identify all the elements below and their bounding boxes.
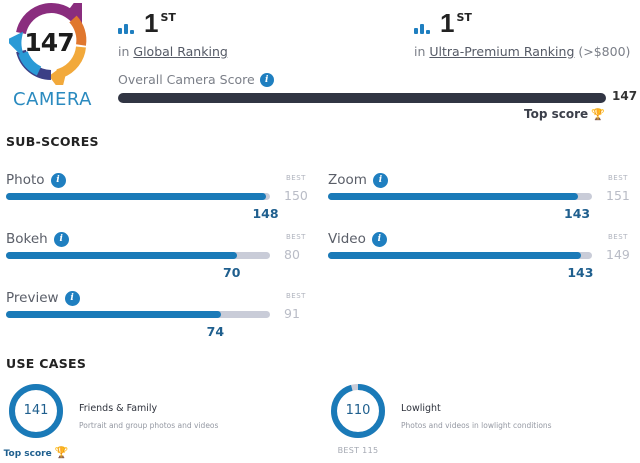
use-case-friends-family[interactable]: 141 Friends & Family Portrait and group … [0,383,300,463]
subscore-track [328,193,592,200]
overall-score-label: Overall Camera Score i [118,72,274,87]
global-ranking: 1 ST in Global Ranking [118,8,228,59]
subscore-name: Zoom [328,172,367,188]
rank-prefix: in [118,44,130,59]
subscore-track [6,311,270,318]
rank-position: 1 [440,8,455,38]
best-value: 91 [284,306,300,321]
best-label: BEST [608,233,628,241]
ultra-premium-ranking: 1 ST in Ultra-Premium Ranking (>$800) [414,8,630,59]
subscore-track [6,193,270,200]
subscore-fill [6,311,221,318]
info-icon[interactable]: i [50,172,66,188]
bar-chart-icon [118,22,136,34]
rank-prefix: in [414,44,426,59]
subscore-label: Video i [328,231,387,247]
subscore-name: Photo [6,172,45,188]
score-ring [331,384,385,438]
subscore-fill [328,193,578,200]
use-cases-title: USE CASES [6,356,87,371]
subscore-label: Zoom i [328,172,388,188]
rank-position: 1 [144,8,159,38]
trophy-icon: 🏆 [591,108,605,121]
best-label: BEST [286,292,306,300]
subscore-preview: Preview i BEST 91 74 [6,290,306,350]
top-score-label: Top score [524,107,589,121]
best-label: BEST [286,174,306,182]
subscore-video: Video i BEST 149 143 [328,231,630,291]
subscore-label: Bokeh i [6,231,69,247]
use-case-score: 110 [345,403,371,418]
subscore-bokeh: Bokeh i BEST 80 70 [6,231,306,291]
best-value: 150 [284,188,308,203]
use-case-title: Lowlight [401,403,441,414]
info-icon[interactable]: i [371,231,387,247]
subscore-fill [6,252,237,259]
price-range: (>$800) [578,44,631,59]
subscore-name: Preview [6,290,59,306]
subscore-label: Photo i [6,172,66,188]
overall-score-value: 147 [612,89,638,103]
use-case-lowlight[interactable]: 110 Lowlight Photos and videos in lowlig… [322,383,622,463]
best-score-label: BEST 115 [337,446,379,455]
subscore-fill [6,193,267,200]
score-ring-fill [9,384,63,438]
logo-label: CAMERA [13,89,92,110]
best-label: BEST [608,174,628,182]
top-score-badge: Top score 🏆 [0,446,72,459]
overall-score-title: Overall Camera Score [118,72,255,87]
subscores-title: SUB-SCORES [6,134,99,149]
logo-score: 147 [24,28,74,57]
top-score-badge: Top score 🏆 [524,107,605,121]
bar-chart-icon [414,22,432,34]
top-score-label: Top score [3,449,52,459]
subscore-value: 74 [206,324,225,339]
subscore-name: Bokeh [6,231,48,247]
subscore-value: 148 [252,206,279,221]
info-icon[interactable]: i [64,290,80,306]
subscore-label: Preview i [6,290,80,306]
subscore-value: 143 [564,206,591,221]
best-value: 80 [284,247,300,262]
score-ring-fill [331,384,385,438]
best-value: 149 [606,247,630,262]
overall-score-bar [118,93,606,103]
subscore-fill [328,252,582,259]
subscore-track [328,252,592,259]
global-ranking-link[interactable]: Global Ranking [133,44,228,59]
score-ring-icon [9,3,87,85]
use-case-score: 141 [23,403,49,418]
use-case-description: Portrait and group photos and videos [79,421,219,430]
info-icon[interactable]: i [53,231,69,247]
camera-score-logo: 147 CAMERA [5,3,95,110]
subscore-name: Video [328,231,366,247]
subscore-value: 70 [223,265,241,280]
subscore-photo: Photo i BEST 150 148 [6,172,308,232]
best-label: BEST [286,233,306,241]
use-case-description: Photos and videos in lowlight conditions [401,421,552,430]
subscore-value: 143 [567,265,594,280]
rank-suffix: ST [160,11,176,24]
info-icon[interactable]: i [372,172,388,188]
use-case-title: Friends & Family [79,403,158,414]
trophy-icon: 🏆 [54,446,69,459]
info-icon[interactable]: i [259,72,274,87]
best-value: 151 [606,188,630,203]
subscore-zoom: Zoom i BEST 151 143 [328,172,630,232]
subscore-track [6,252,270,259]
score-ring [9,384,63,438]
rank-suffix: ST [456,11,472,24]
ultra-premium-ranking-link[interactable]: Ultra-Premium Ranking [429,44,575,59]
